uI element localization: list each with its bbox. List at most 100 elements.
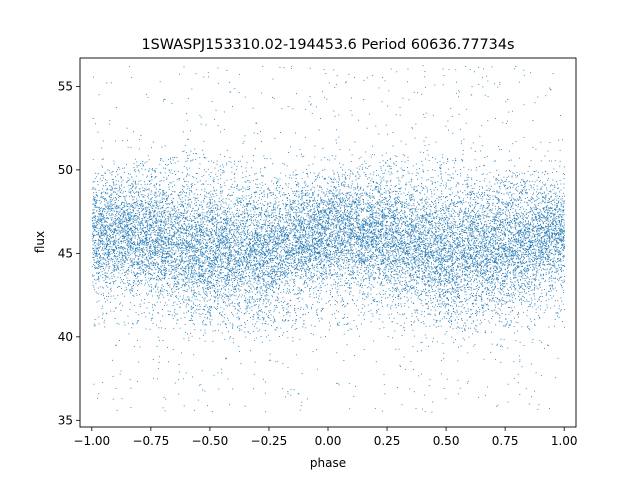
data-point: [241, 211, 243, 213]
data-point: [118, 221, 120, 223]
data-point: [301, 194, 303, 196]
data-point: [518, 247, 520, 249]
data-point: [447, 225, 449, 227]
data-point: [276, 243, 278, 245]
data-point: [207, 288, 209, 290]
data-point: [386, 203, 388, 205]
data-point: [128, 237, 130, 239]
data-point: [196, 263, 197, 265]
data-point: [336, 260, 338, 262]
data-point: [464, 271, 466, 273]
data-point: [313, 247, 315, 249]
data-point: [240, 252, 242, 254]
data-point: [471, 187, 473, 189]
data-point: [481, 227, 483, 229]
data-point: [421, 281, 423, 283]
data-point: [109, 253, 111, 255]
data-point: [314, 200, 316, 202]
data-point: [178, 216, 180, 218]
data-point: [469, 265, 471, 267]
data-point: [515, 340, 517, 342]
data-point: [104, 198, 106, 200]
data-point: [123, 214, 125, 216]
data-point: [444, 241, 446, 243]
data-point: [479, 249, 481, 251]
data-point: [256, 259, 258, 261]
data-point: [423, 216, 425, 218]
data-point: [410, 277, 412, 279]
data-point: [340, 202, 342, 204]
data-point: [493, 160, 495, 162]
data-point: [489, 275, 491, 277]
data-point: [392, 240, 394, 242]
data-point: [425, 249, 426, 251]
data-point: [459, 301, 461, 303]
data-point: [430, 271, 432, 273]
data-point: [130, 292, 131, 294]
data-point: [492, 213, 494, 215]
data-point: [497, 202, 498, 204]
data-point: [241, 261, 243, 263]
data-point: [129, 191, 131, 193]
data-point: [110, 223, 112, 225]
data-point: [491, 208, 493, 210]
data-point: [346, 278, 347, 280]
data-point: [549, 262, 551, 264]
data-point: [308, 253, 310, 255]
data-point: [290, 228, 292, 230]
data-point: [220, 230, 222, 232]
data-point: [215, 308, 217, 309]
data-point: [467, 310, 469, 312]
data-point: [376, 247, 378, 249]
data-point: [168, 234, 170, 236]
data-point: [172, 198, 174, 200]
data-point: [149, 199, 151, 201]
data-point: [463, 253, 465, 255]
data-point: [186, 235, 188, 237]
data-point: [373, 246, 375, 248]
data-point: [255, 323, 257, 325]
data-point: [263, 155, 265, 157]
data-point: [509, 248, 511, 250]
data-point: [420, 247, 421, 249]
data-point: [110, 189, 112, 191]
data-point: [456, 266, 458, 268]
data-point: [187, 219, 189, 221]
data-point: [339, 227, 341, 229]
data-point: [226, 274, 228, 276]
data-point: [526, 223, 528, 225]
data-point: [257, 286, 258, 288]
data-point: [256, 327, 258, 329]
data-point: [153, 267, 155, 268]
data-point: [186, 304, 188, 306]
data-point: [94, 205, 96, 207]
data-point: [129, 217, 131, 219]
data-point: [299, 196, 300, 198]
data-point: [346, 206, 348, 208]
data-point: [337, 258, 339, 260]
data-point: [538, 227, 540, 229]
data-point: [254, 300, 256, 302]
data-point: [210, 213, 212, 215]
data-point: [141, 256, 143, 258]
data-point: [226, 223, 228, 225]
data-point: [445, 305, 446, 307]
data-point: [462, 217, 464, 219]
data-point: [299, 245, 301, 247]
data-point: [230, 238, 232, 240]
data-point: [331, 178, 332, 180]
data-point: [202, 216, 203, 218]
data-point: [188, 270, 189, 272]
data-point: [438, 295, 440, 297]
data-point: [265, 302, 267, 304]
data-point: [451, 259, 453, 261]
data-point: [103, 226, 104, 228]
data-point: [436, 266, 438, 268]
data-point: [231, 254, 233, 256]
data-point: [442, 248, 444, 250]
data-point: [478, 231, 480, 233]
data-point: [392, 240, 394, 242]
data-point: [320, 218, 322, 220]
data-point: [269, 227, 270, 228]
data-point: [100, 259, 102, 261]
